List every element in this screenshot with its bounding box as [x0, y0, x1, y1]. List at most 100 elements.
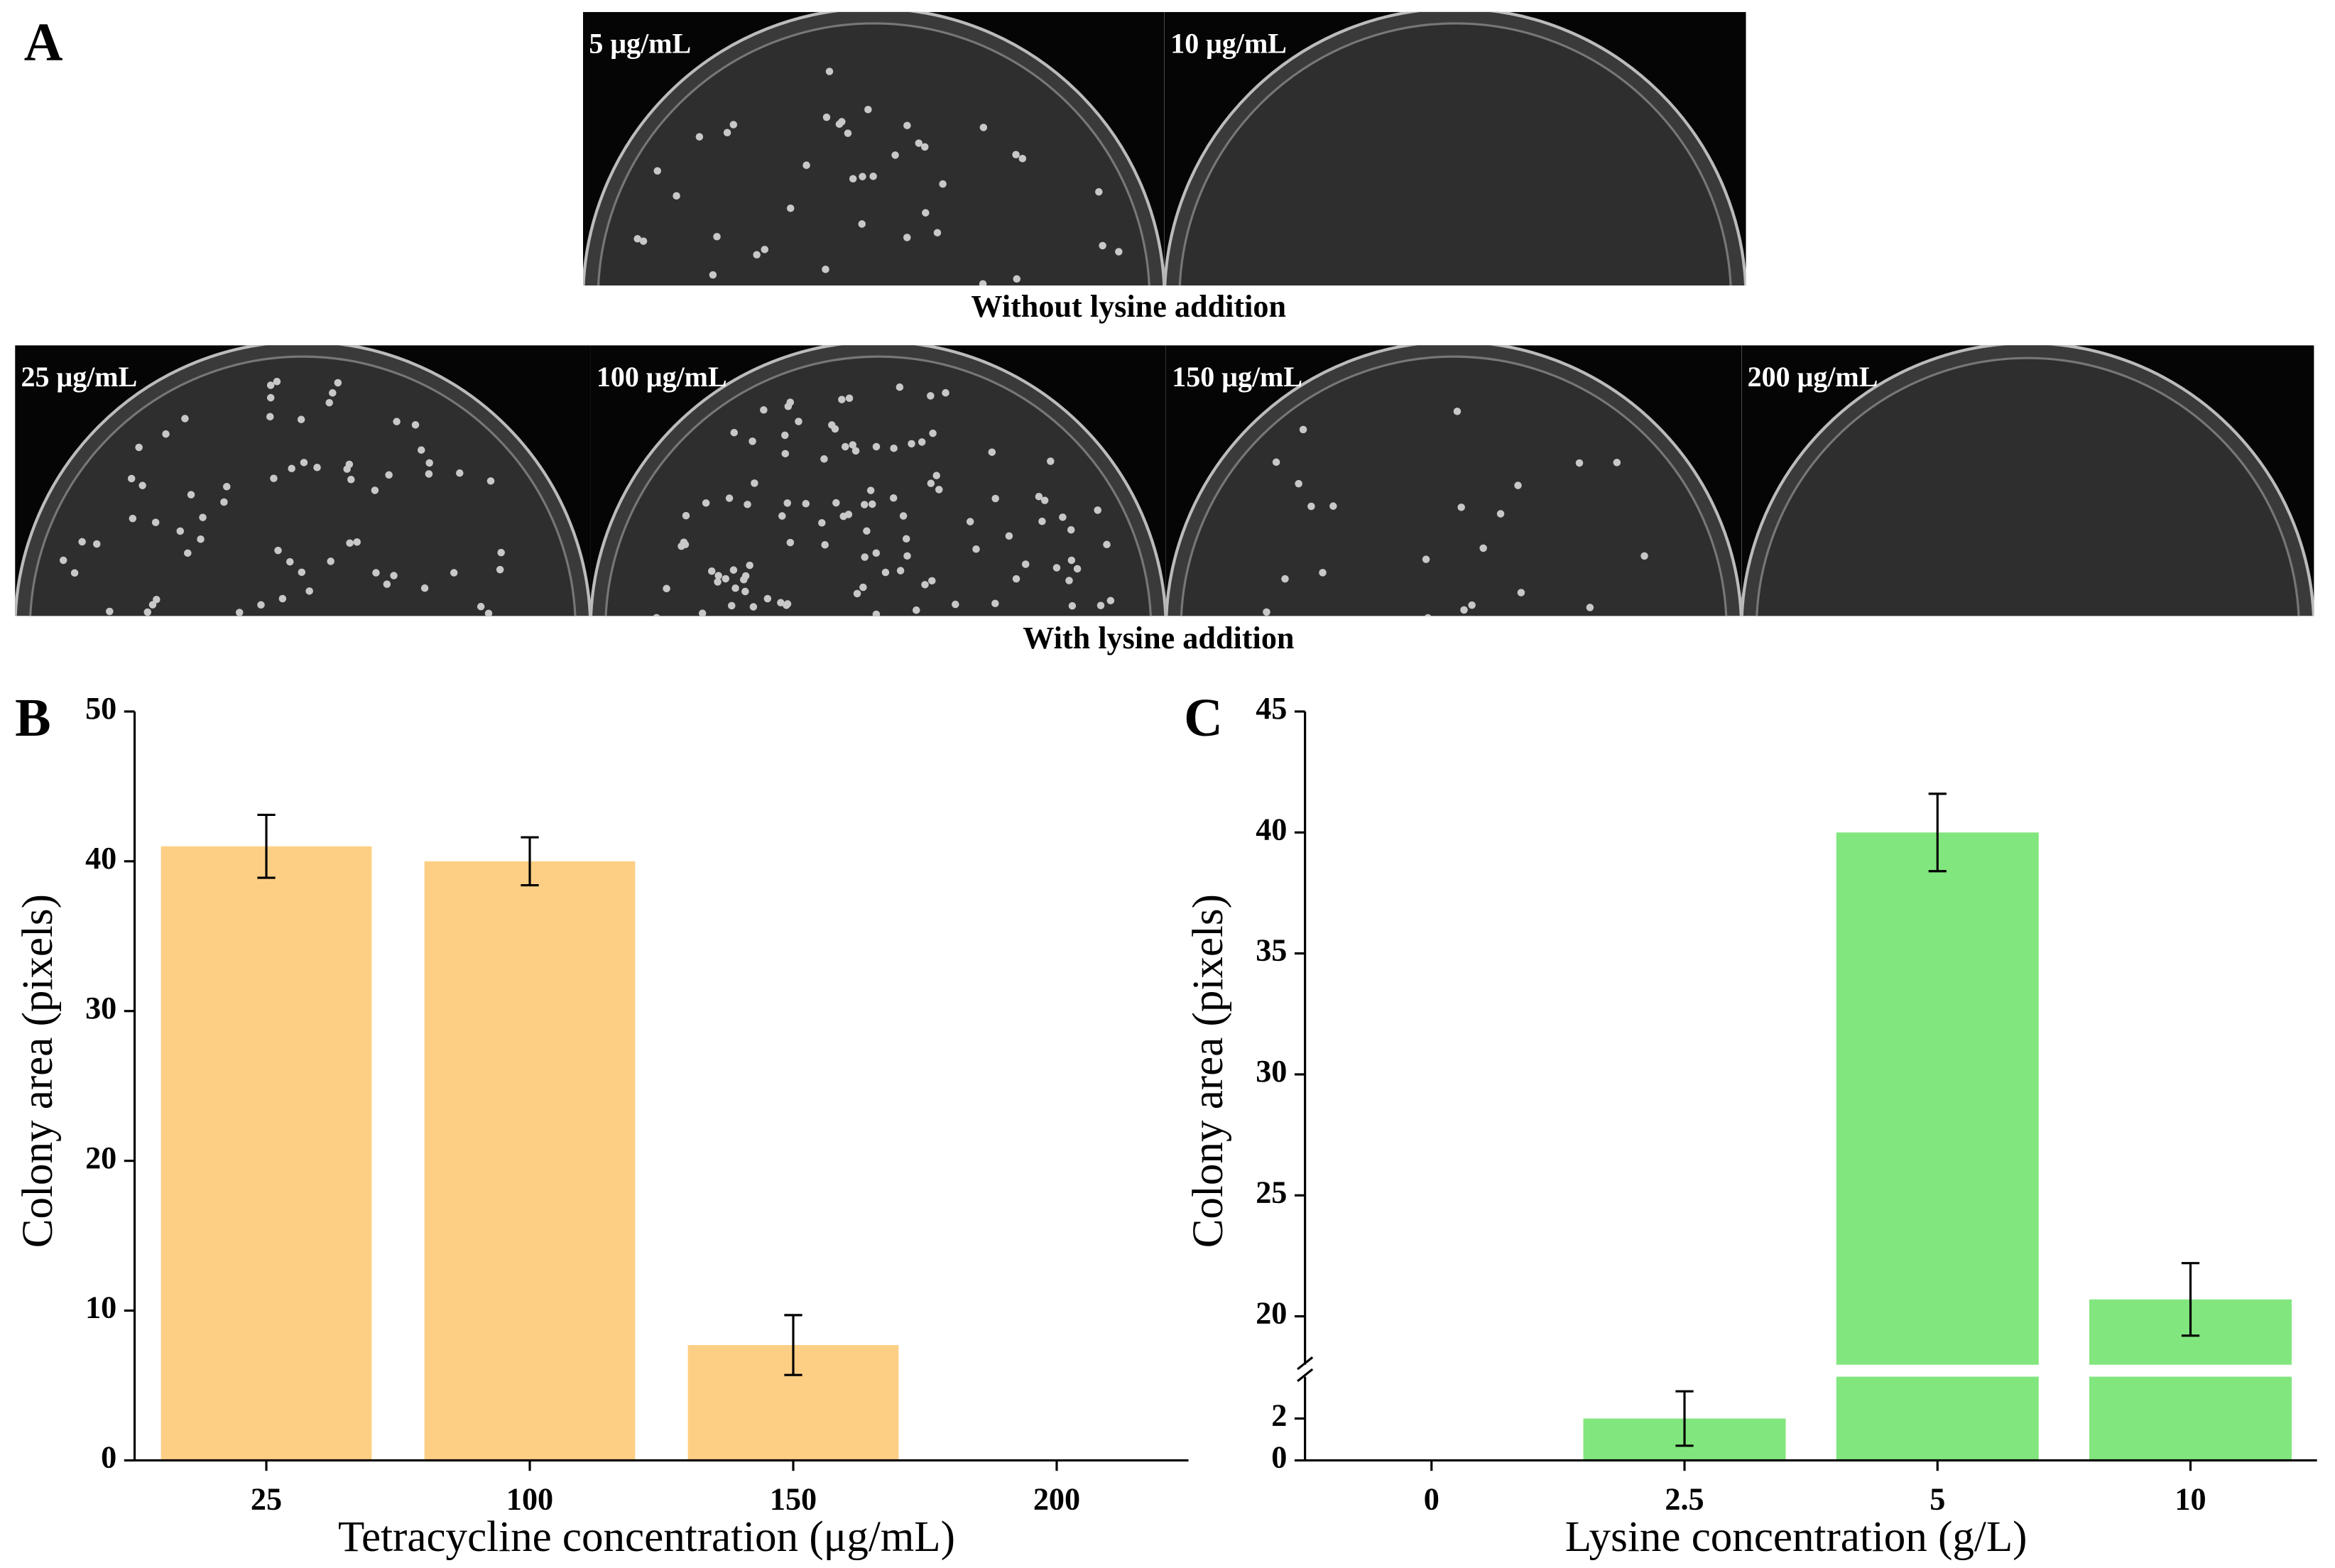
colony [1517, 589, 1525, 597]
photo-caption: With lysine addition [1023, 621, 1294, 655]
colony [933, 229, 942, 236]
y-tick-label: 45 [1256, 691, 1287, 726]
colony [273, 378, 281, 386]
colony [176, 527, 185, 535]
bar [1836, 832, 2039, 1461]
colony [1040, 496, 1049, 504]
y-tick-label: 0 [1271, 1440, 1287, 1475]
colony [1068, 601, 1077, 610]
colony [1106, 597, 1115, 605]
colony [700, 626, 707, 633]
colony [220, 498, 228, 506]
colony [477, 602, 485, 611]
colony [786, 538, 795, 547]
plate-agar [604, 355, 1152, 616]
colony [270, 474, 278, 482]
colony [783, 499, 792, 507]
y-tick-label: 30 [85, 991, 116, 1025]
axis-break-gap [1306, 1364, 2319, 1377]
colony [822, 113, 831, 121]
colony [78, 538, 86, 546]
plate-photo [1741, 345, 2314, 616]
colony [1412, 624, 1420, 632]
colony [966, 518, 974, 526]
colony [143, 608, 152, 616]
colony [1272, 458, 1280, 467]
colony [334, 379, 342, 387]
x-axis-title: Tetracycline concentration (μg/mL) [338, 1513, 955, 1561]
colony [1479, 544, 1487, 552]
colony [1263, 608, 1270, 616]
colony [725, 494, 734, 502]
colony [899, 512, 908, 520]
colony [744, 501, 751, 508]
colony [849, 441, 857, 449]
colony [148, 601, 157, 609]
colony [149, 622, 157, 630]
colony [908, 440, 915, 448]
colony [345, 460, 354, 469]
colony [729, 121, 738, 129]
colony [702, 499, 710, 507]
colony [736, 617, 744, 625]
panel-label: C [1184, 688, 1223, 748]
colony [896, 567, 905, 575]
colony [863, 527, 871, 535]
colony [1067, 526, 1075, 534]
colony [751, 479, 758, 487]
colony [741, 587, 749, 596]
y-tick-label: 20 [1256, 1296, 1287, 1331]
colony [162, 430, 170, 438]
colony [709, 271, 717, 279]
colony [673, 192, 680, 200]
colony [783, 601, 790, 609]
colony [1013, 275, 1021, 283]
colony [891, 151, 899, 159]
colony [425, 470, 433, 478]
colony [859, 583, 867, 592]
colony [1038, 517, 1046, 526]
colony [266, 381, 275, 389]
colony [890, 444, 898, 452]
colony [927, 479, 935, 487]
colony [922, 209, 930, 217]
colony [858, 220, 866, 228]
colony [991, 599, 999, 608]
colony [698, 609, 707, 616]
colony [390, 572, 398, 579]
colony [353, 538, 361, 546]
error-bar [1675, 1390, 1694, 1447]
colony [298, 568, 306, 577]
y-tick-label: 50 [85, 691, 116, 726]
colony [93, 540, 101, 548]
panel-label: B [15, 688, 51, 748]
colony [1103, 540, 1111, 549]
colony [346, 539, 354, 547]
colony [383, 580, 391, 588]
colony [979, 280, 987, 286]
break-mark [1297, 1368, 1314, 1383]
colony [325, 398, 333, 407]
colony [730, 428, 739, 437]
colony [1460, 606, 1468, 614]
y-tick-label: 25 [1256, 1175, 1287, 1209]
colony [859, 173, 866, 180]
colony [1457, 503, 1465, 511]
colony [682, 511, 690, 520]
colony [486, 477, 495, 485]
colony [802, 161, 810, 169]
colony [722, 575, 730, 583]
colony [411, 421, 420, 429]
colony [896, 383, 904, 391]
colony [864, 105, 872, 114]
colony [749, 603, 758, 611]
colony [853, 589, 861, 598]
colony [889, 494, 898, 502]
colony [135, 443, 143, 452]
colony [484, 609, 493, 616]
colony [832, 499, 840, 507]
colony [1005, 532, 1013, 540]
colony [979, 124, 988, 131]
bar [160, 846, 372, 1461]
colony [1096, 601, 1105, 609]
